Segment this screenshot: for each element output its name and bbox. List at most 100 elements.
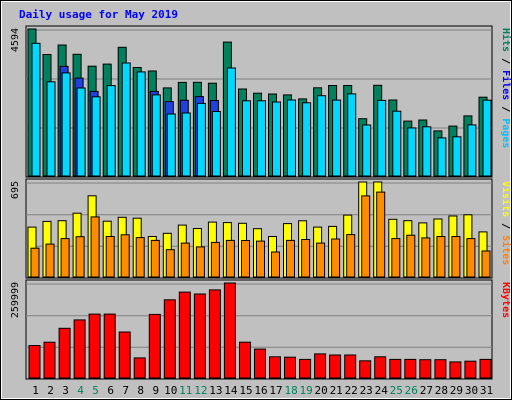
x-tick-label: 4 [77, 384, 84, 397]
sites-bar [180, 242, 190, 278]
sites-bar [60, 238, 70, 278]
legend-separator: / [500, 100, 511, 118]
outer-bevel [1, 1, 511, 399]
panels-layer: 4594 Hits / Files / Pages 695 Visits / Site… [10, 25, 512, 380]
kbytes-bar [148, 313, 161, 379]
kbytes-bar [404, 358, 417, 379]
x-tick-label: 15 [239, 384, 252, 397]
x-tick-label: 3 [62, 384, 69, 397]
pages-bar [121, 62, 131, 177]
sites-bar [165, 249, 175, 278]
sites-bar [30, 247, 40, 278]
x-tick-label: 31 [480, 384, 493, 397]
chart-title: Daily usage for May 2019 [19, 8, 178, 21]
sites-bar [135, 237, 145, 278]
kbytes-bar [284, 356, 296, 379]
pages-bar [362, 124, 372, 177]
kbytes-bar [223, 282, 236, 379]
pages-bar [467, 124, 477, 177]
legend-entry: Pages [500, 118, 511, 148]
kbytes-bar [73, 319, 86, 379]
pages-bar [317, 95, 327, 177]
y-max-label: 695 [10, 181, 21, 199]
kbytes-bar [43, 341, 56, 379]
sites-bar [150, 239, 160, 278]
kbytes-bar [449, 361, 462, 379]
sites-bar [75, 236, 85, 278]
pages-bar [46, 81, 56, 177]
x-tick-label: 26 [405, 384, 418, 397]
kbytes-bar [314, 353, 327, 379]
sites-bar [256, 240, 265, 278]
kbytes-bar [103, 313, 116, 379]
legend-entry: Hits [500, 28, 512, 52]
sites-bar [271, 251, 280, 278]
pages-bar [437, 137, 447, 177]
x-tick-label: 10 [164, 384, 177, 397]
x-tick-label: 9 [152, 384, 159, 397]
sites-bar [210, 241, 220, 278]
pages-bar [392, 110, 402, 177]
pages-bar [196, 102, 206, 177]
x-tick-label: 6 [107, 384, 114, 397]
pages-bar [31, 42, 41, 177]
sites-bar [376, 191, 386, 278]
panel-bottom: 259999 KBytes [10, 279, 511, 380]
sites-bar [451, 236, 461, 278]
pages-bar [226, 67, 236, 177]
x-tick-label: 21 [330, 384, 343, 397]
pages-bar [377, 99, 387, 177]
sites-bar [361, 195, 371, 278]
pages-bar [257, 100, 266, 177]
x-tick-label: 19 [299, 384, 312, 397]
legend-entry: Visits [500, 181, 512, 217]
kbytes-bar [163, 299, 176, 379]
sites-bar [105, 236, 115, 278]
sites-bar [421, 237, 431, 278]
kbytes-bar [88, 313, 101, 379]
x-tick-label: 24 [375, 384, 389, 397]
kbytes-bar [389, 358, 402, 379]
kbytes-bar [479, 358, 492, 379]
panel-top: 4594 Hits / Files / Pages [10, 25, 512, 178]
kbytes-bar [254, 348, 266, 379]
x-tick-label: 27 [420, 384, 433, 397]
sites-bar [346, 234, 356, 278]
kbytes-bar [329, 354, 342, 379]
kbytes-bar [239, 341, 251, 379]
sites-bar [241, 240, 250, 278]
x-tick-label: 18 [284, 384, 297, 397]
x-tick-label: 1 [32, 384, 39, 397]
y-max-label: 4594 [10, 28, 21, 52]
legend-separator: / [500, 52, 511, 70]
pages-bar [272, 101, 281, 177]
pages-bar [76, 87, 86, 177]
pages-bar [91, 96, 101, 177]
kbytes-bar [419, 359, 432, 379]
x-tick-label: 22 [345, 384, 358, 397]
sites-bar [45, 243, 55, 278]
legend-entry: KBytes [500, 282, 511, 318]
pages-bar [181, 112, 191, 177]
kbytes-bar [178, 291, 191, 379]
x-tick-label: 5 [92, 384, 99, 397]
sites-bar [436, 236, 446, 278]
sites-bar [466, 238, 476, 278]
pages-bar [61, 72, 71, 177]
x-tick-label: 30 [465, 384, 478, 397]
pages-bar [151, 94, 161, 177]
kbytes-bar [28, 345, 41, 379]
x-tick-label: 28 [435, 384, 448, 397]
x-tick-label: 7 [122, 384, 129, 397]
pages-bar [242, 100, 251, 177]
kbytes-bar [133, 357, 146, 379]
pages-bar [347, 93, 357, 177]
sites-bar [316, 242, 326, 278]
pages-bar [482, 99, 492, 177]
sites-bar [286, 239, 295, 278]
kbytes-bar [269, 356, 281, 379]
x-tick-label: 25 [390, 384, 403, 397]
kbytes-bar [464, 360, 477, 379]
